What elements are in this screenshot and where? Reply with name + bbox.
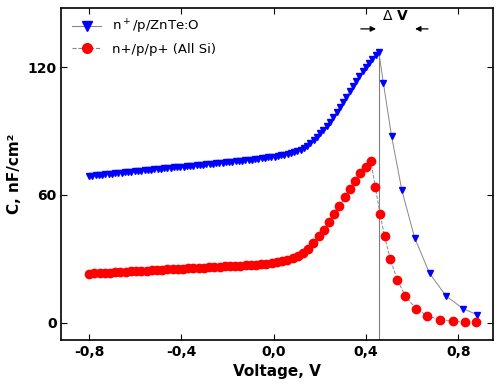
Y-axis label: C, nF/cm²: C, nF/cm²: [7, 134, 22, 214]
X-axis label: Voltage, V: Voltage, V: [234, 364, 321, 379]
Text: $\Delta$ V: $\Delta$ V: [382, 8, 409, 22]
Legend: n$^+$/p/ZnTe:O, n+/p/p+ (All Si): n$^+$/p/ZnTe:O, n+/p/p+ (All Si): [68, 14, 220, 60]
